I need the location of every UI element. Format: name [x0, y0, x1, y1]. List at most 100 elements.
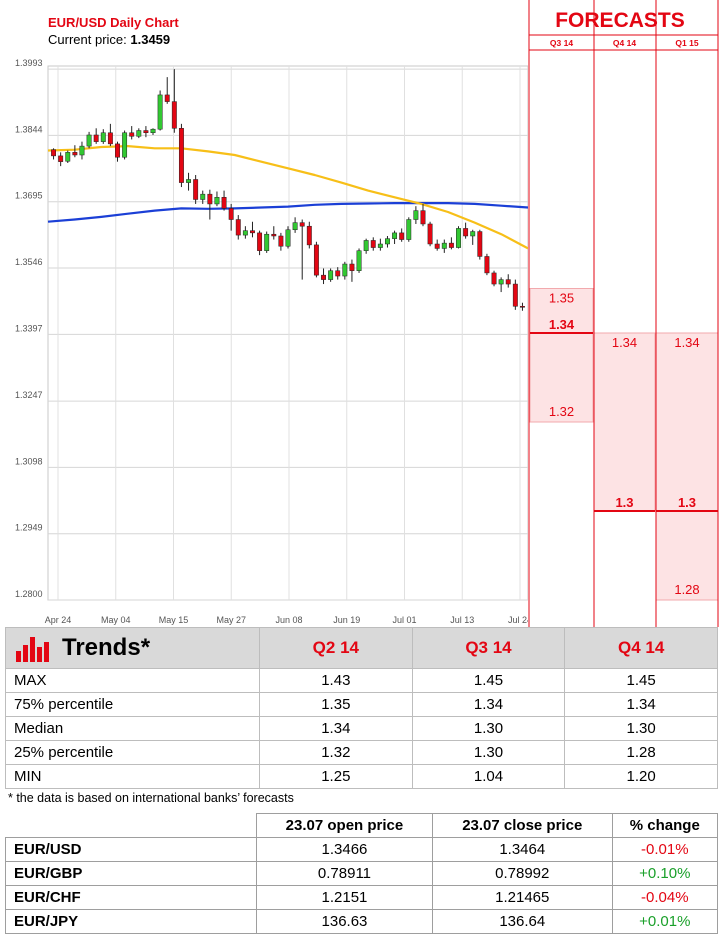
rates-change: -0.04% — [611, 885, 719, 910]
candle-body — [178, 128, 184, 183]
trends-cell: 1.34 — [564, 692, 718, 717]
candle-body — [321, 274, 326, 280]
trends-cell: 1.20 — [564, 764, 718, 789]
trends-row-label: 75% percentile — [5, 692, 260, 717]
candle-body — [107, 132, 113, 145]
candle-body — [164, 94, 170, 102]
x-tick-label: Apr 24 — [45, 615, 72, 625]
candle-body — [271, 233, 277, 237]
rates-open: 1.2151 — [256, 885, 433, 910]
trends-cell: 1.30 — [411, 740, 566, 765]
forecast-quarter-label: Q3 14 — [550, 38, 573, 48]
forecast-low-label: 1.32 — [549, 404, 574, 419]
forecast-high-label: 1.34 — [674, 335, 699, 350]
trends-row-label: MAX — [5, 668, 260, 693]
y-tick-label: 1.3695 — [15, 191, 43, 201]
y-tick-label: 1.3993 — [15, 58, 43, 68]
rates-change: +0.01% — [611, 909, 719, 934]
candle-body — [250, 230, 255, 234]
ma-long-line — [47, 202, 529, 223]
trends-row: 75% percentile 1.35 1.34 1.34 — [5, 692, 718, 717]
candle-body — [477, 231, 483, 257]
current-price: Current price: 1.3459 — [48, 32, 170, 47]
rates-close: 1.3464 — [431, 837, 613, 862]
forecast-high-label: 1.34 — [612, 335, 637, 350]
candle-body — [193, 179, 199, 200]
candle-body — [342, 263, 348, 277]
x-tick-label: Jun 08 — [275, 615, 302, 625]
trends-row-label: MIN — [5, 764, 260, 789]
candle-body — [498, 279, 504, 285]
rates-change: +0.10% — [611, 861, 719, 886]
forecast-range-band — [655, 332, 719, 601]
rates-close: 0.78992 — [431, 861, 613, 886]
trends-cell: 1.45 — [564, 668, 718, 693]
rates-pair: EUR/GBP — [5, 861, 257, 886]
y-tick-label: 1.3546 — [15, 257, 43, 267]
candle-body — [79, 145, 85, 156]
candle-body — [157, 94, 163, 130]
candle-body — [207, 193, 213, 205]
candle-body — [448, 242, 454, 248]
x-tick-label: May 04 — [101, 615, 131, 625]
candle-body — [278, 235, 284, 247]
candle-body — [65, 152, 71, 162]
candle-body — [257, 232, 263, 251]
forecast-high-label: 1.35 — [549, 291, 574, 306]
candle-body — [512, 283, 518, 307]
trends-title: Trends* — [62, 634, 151, 661]
current-price-value: 1.3459 — [130, 32, 170, 47]
rates-table: 23.07 open price 23.07 close price % cha… — [5, 813, 719, 934]
trends-row: MAX 1.43 1.45 1.45 — [5, 668, 718, 693]
candle-body — [306, 225, 312, 246]
moving-averages — [47, 145, 529, 250]
bar-chart-icon — [16, 636, 49, 662]
rates-open: 1.3466 — [256, 837, 433, 862]
trends-cell: 1.43 — [259, 668, 413, 693]
candle-body — [115, 143, 120, 158]
rates-pair: EUR/JPY — [5, 909, 257, 934]
candle-body — [299, 222, 305, 227]
candle-body — [214, 197, 220, 205]
candle-body — [484, 256, 490, 274]
candle-body — [456, 228, 461, 248]
rates-row: EUR/CHF 1.2151 1.21465 -0.04% — [5, 885, 719, 910]
y-tick-label: 1.3247 — [15, 390, 43, 400]
x-tick-label: Jul 01 — [392, 615, 416, 625]
candlestick-series — [51, 69, 525, 311]
candle-body — [129, 132, 135, 137]
candle-body — [463, 228, 469, 237]
candle-body — [285, 229, 291, 247]
candle-body — [420, 210, 426, 225]
chart-title: EUR/USD Daily Chart — [48, 15, 179, 30]
forecast-range-band — [593, 332, 656, 512]
rates-close: 1.21465 — [431, 885, 613, 910]
candle-body — [292, 222, 298, 231]
rates-open: 136.63 — [256, 909, 433, 934]
candle-body — [313, 244, 319, 276]
x-axis: Apr 24 May 04 May 15 May 27 Jun 08 Jun 19 Jul … — [45, 615, 532, 625]
trends-row-label: 25% percentile — [5, 740, 260, 765]
candle-body — [370, 240, 376, 248]
candle-body — [434, 243, 440, 249]
x-tick-label: Jul 24 — [508, 615, 532, 625]
trends-table: Trends* Q2 14 Q3 14 Q4 14 MAX 1.43 1.45 … — [5, 627, 718, 789]
trends-row: 25% percentile 1.32 1.30 1.28 — [5, 740, 718, 765]
candle-body — [470, 231, 476, 237]
rates-row: EUR/GBP 0.78911 0.78992 +0.10% — [5, 861, 719, 886]
candle-body — [100, 132, 106, 142]
trends-footnote: * the data is based on international ban… — [8, 791, 294, 805]
candle-body — [519, 306, 525, 308]
trends-header-q3: Q3 14 — [411, 627, 566, 669]
candle-body — [406, 219, 412, 240]
forecast-quarter-label: Q1 15 — [675, 38, 698, 48]
candle-body — [363, 240, 369, 251]
candle-body — [228, 208, 234, 220]
trends-row-label: Median — [5, 716, 260, 741]
candle-body — [235, 219, 241, 236]
current-price-label: Current price: — [48, 32, 127, 47]
candle-body — [51, 149, 57, 157]
candle-body — [93, 134, 99, 142]
x-tick-label: May 27 — [216, 615, 246, 625]
candle-body — [242, 230, 248, 236]
